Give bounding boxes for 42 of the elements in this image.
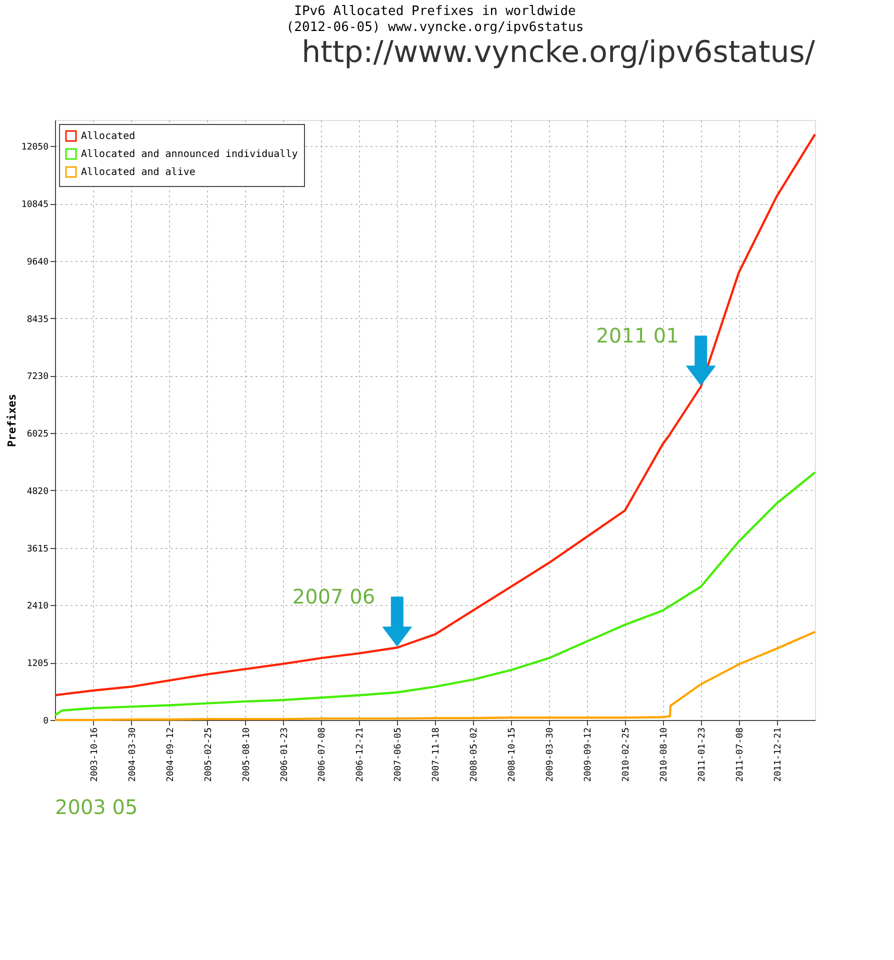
y-tick-label: 0 bbox=[43, 716, 48, 726]
legend-label: Allocated and alive bbox=[81, 167, 196, 178]
x-tick-label: 2003-10-16 bbox=[90, 728, 100, 782]
x-tick-label: 2006-01-23 bbox=[280, 728, 290, 782]
y-axis-title: Prefixes bbox=[5, 394, 18, 447]
y-tick-label: 10845 bbox=[21, 200, 48, 210]
x-tick-label: 2004-09-12 bbox=[166, 728, 176, 782]
y-tick-label: 7230 bbox=[26, 372, 48, 382]
y-tick-label: 4820 bbox=[26, 486, 48, 497]
line-series bbox=[54, 133, 816, 696]
x-tick-label: 2011-07-08 bbox=[735, 728, 746, 782]
chart-title: IPv6 Allocated Prefixes in worldwide bbox=[294, 4, 576, 19]
text: 2003 05 bbox=[55, 795, 138, 819]
legend-label: Allocated bbox=[81, 131, 136, 142]
y-tick-label: 3615 bbox=[26, 544, 48, 554]
x-tick-label: 2008-10-15 bbox=[508, 728, 518, 782]
x-tick-label: 2006-07-08 bbox=[318, 728, 328, 782]
line-series bbox=[54, 471, 816, 716]
x-tick-label: 2010-08-10 bbox=[659, 728, 670, 782]
x-tick-label: 2006-12-21 bbox=[356, 728, 366, 782]
annotation: 2011 01 bbox=[596, 324, 679, 348]
chart-subtitle: (2012-06-05) www.vyncke.org/ipv6status bbox=[286, 20, 584, 35]
y-tick-label: 6025 bbox=[26, 430, 48, 440]
x-tick-label: 2009-09-12 bbox=[583, 728, 594, 782]
x-tick-label: 2005-02-25 bbox=[204, 728, 214, 782]
y-tick-label: 8435 bbox=[26, 314, 48, 325]
legend-label: Allocated and announced individually bbox=[81, 149, 298, 160]
y-tick-label: 9640 bbox=[26, 257, 48, 268]
x-tick-label: 2010-02-25 bbox=[621, 728, 632, 782]
x-tick-label: 2007-06-05 bbox=[394, 728, 404, 782]
x-tick-label: 2009-03-30 bbox=[546, 728, 556, 782]
x-tick-label: 2011-01-23 bbox=[697, 728, 708, 782]
x-tick-label: 2011-12-21 bbox=[773, 728, 784, 782]
text: http://www.vyncke.org/ipv6status/ bbox=[302, 35, 816, 70]
x-tick-label: 2004-03-30 bbox=[128, 728, 138, 782]
x-tick-label: 2005-08-10 bbox=[242, 728, 252, 782]
x-tick-label: 2007-11-18 bbox=[432, 728, 442, 782]
x-tick-label: 2008-05-02 bbox=[470, 728, 480, 782]
y-tick-label: 1205 bbox=[26, 659, 48, 670]
y-tick-label: 12050 bbox=[21, 142, 48, 153]
annotation: 2007 06 bbox=[292, 584, 376, 609]
y-tick-label: 2410 bbox=[26, 602, 48, 612]
